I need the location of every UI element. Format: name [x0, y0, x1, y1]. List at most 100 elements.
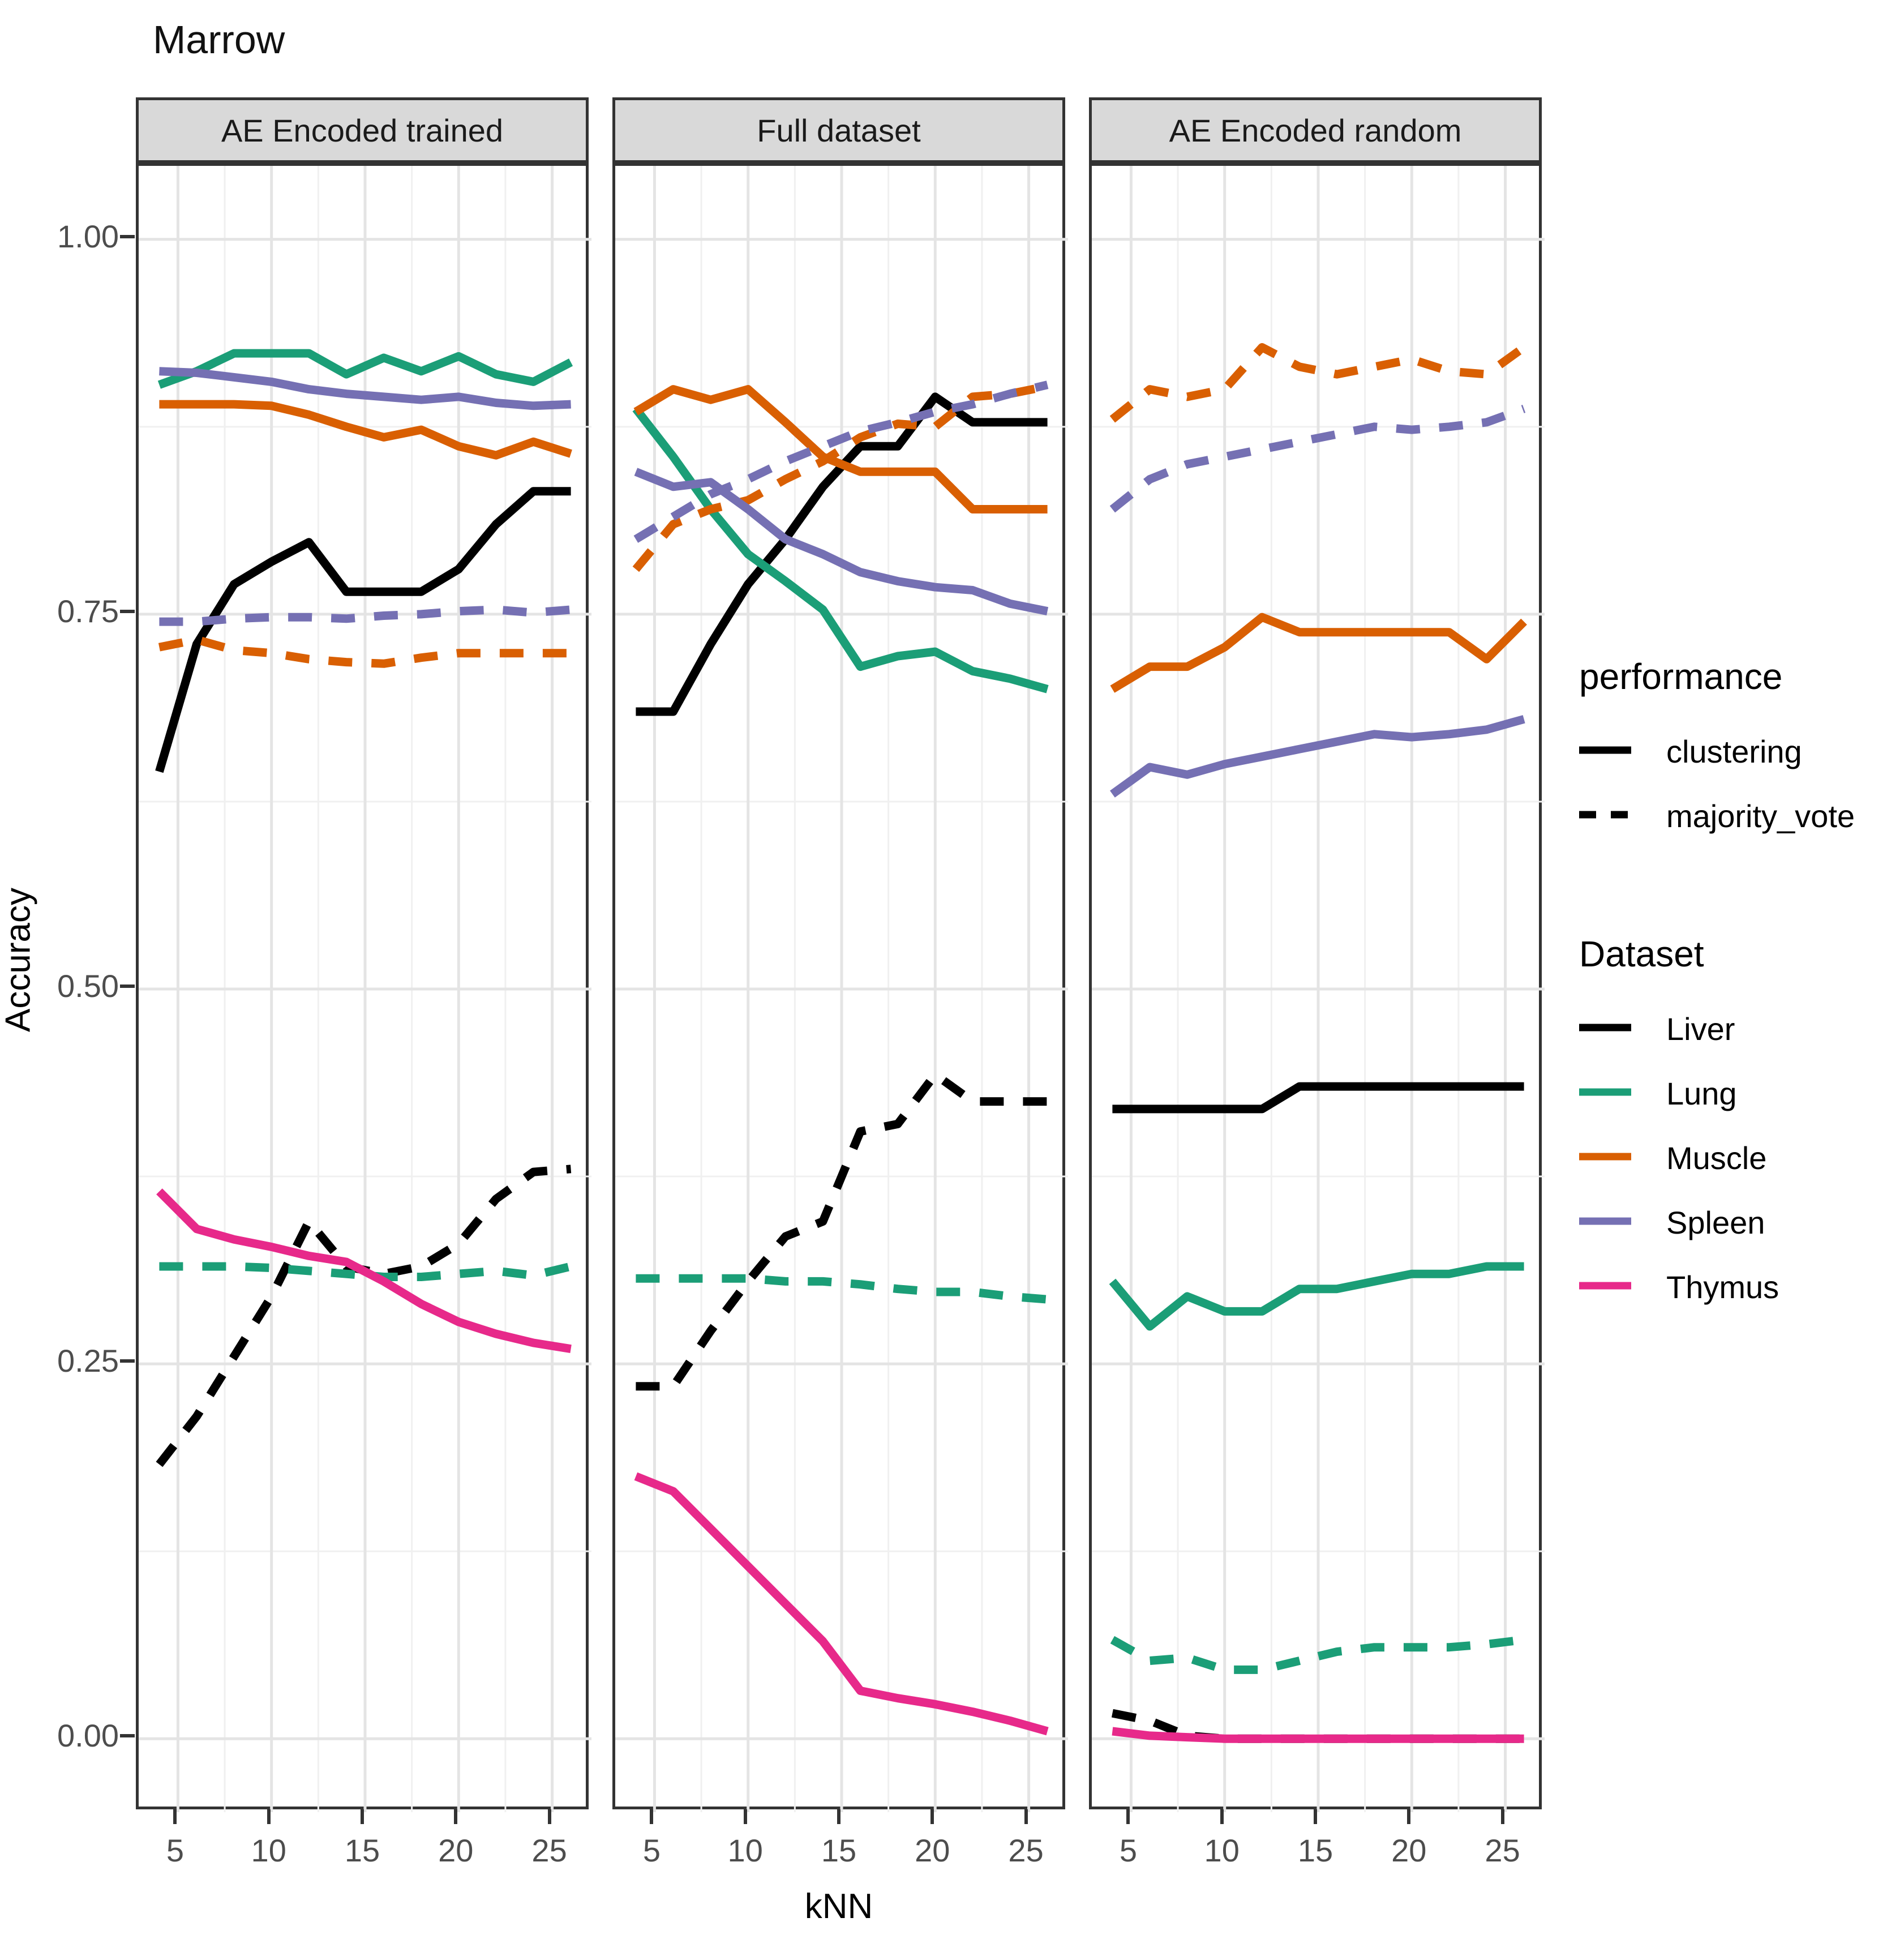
- facet-strip-label: AE Encoded trained: [136, 97, 589, 163]
- line-lung-clustering: [632, 406, 1049, 694]
- legend-solid-line-icon: [1579, 1282, 1631, 1289]
- line-thymus-clustering: [1112, 1727, 1524, 1743]
- plot-area: [612, 163, 1068, 1812]
- legend-item-muscle: Muscle: [1579, 1125, 1855, 1190]
- line-liver-majority_vote: [636, 1070, 1048, 1391]
- y-tick-mark: [120, 1359, 135, 1363]
- x-tick-label: 5: [642, 1833, 661, 1868]
- x-tick-mark: [837, 1809, 840, 1824]
- legend-item-clustering-label: clustering: [1666, 733, 1802, 769]
- legend-item-lung: Lung: [1579, 1061, 1855, 1125]
- line-liver-clustering: [1112, 1082, 1524, 1114]
- x-tick-label: 5: [166, 1833, 184, 1868]
- legend-solid-line-icon: [1579, 746, 1631, 754]
- y-axis-title: Accuracy: [0, 888, 38, 1032]
- x-tick-label: 15: [821, 1833, 857, 1868]
- line-muscle-majority_vote: [158, 635, 571, 668]
- x-tick-label: 5: [1119, 1833, 1137, 1868]
- legend-item-muscle-label: Muscle: [1666, 1140, 1767, 1176]
- line-lung-clustering: [157, 349, 573, 389]
- legend-item-spleen: Spleen: [1579, 1190, 1855, 1255]
- legend-item-majority_vote-label: majority_vote: [1666, 798, 1855, 834]
- legend-solid-line-icon: [1579, 1153, 1631, 1160]
- line-liver-clustering: [155, 487, 571, 773]
- y-tick-label: 0.00: [57, 1718, 119, 1754]
- plot-svg: [139, 166, 591, 1812]
- y-tick-mark: [120, 609, 135, 613]
- line-thymus-clustering: [634, 1472, 1049, 1736]
- x-tick-label: 25: [1008, 1833, 1044, 1868]
- x-tick-label: 20: [1391, 1833, 1427, 1868]
- x-tick-label: 20: [438, 1833, 474, 1868]
- legend-item-clustering: clustering: [1579, 719, 1855, 784]
- legend-gap: [1579, 848, 1855, 933]
- line-lung-clustering: [1109, 1262, 1524, 1331]
- legend-item-liver-label: Liver: [1666, 1011, 1735, 1047]
- line-muscle-clustering: [633, 385, 1048, 513]
- line-spleen-majority_vote: [633, 380, 1049, 543]
- line-muscle-majority_vote: [632, 382, 1049, 572]
- x-tick-label: 25: [531, 1833, 567, 1868]
- x-tick-mark: [1024, 1809, 1028, 1824]
- y-tick-mark: [120, 1734, 135, 1738]
- x-tick-label: 10: [251, 1833, 286, 1868]
- x-tick-mark: [1500, 1809, 1504, 1824]
- x-tick-label: 10: [727, 1833, 763, 1868]
- y-tick-label: 1.00: [57, 218, 119, 254]
- legend-dataset-title: Dataset: [1579, 934, 1704, 974]
- legend-item-majority_vote-swatch: [1579, 810, 1631, 822]
- legend-item-liver: Liver: [1579, 996, 1855, 1061]
- facet-strip-label: AE Encoded random: [1089, 97, 1542, 163]
- line-spleen-clustering: [1110, 715, 1525, 798]
- legend-item-lung-swatch: [1579, 1088, 1631, 1099]
- legend-item-liver-swatch: [1579, 1023, 1631, 1035]
- x-tick-mark: [1407, 1809, 1411, 1824]
- legend-dataset-items: Liver Lung Muscle Spleen Thymus: [1579, 996, 1855, 1319]
- x-tick-mark: [743, 1809, 747, 1824]
- legend-item-muscle-swatch: [1579, 1152, 1631, 1164]
- legend-item-thymus: Thymus: [1579, 1255, 1855, 1319]
- legend-item-spleen-swatch: [1579, 1217, 1631, 1229]
- y-tick-mark: [120, 985, 135, 988]
- x-tick-label: 15: [1297, 1833, 1333, 1868]
- line-muscle-clustering: [159, 400, 572, 460]
- legend-item-clustering-swatch: [1579, 746, 1631, 757]
- plot-area: [1089, 163, 1545, 1812]
- x-tick-label: 25: [1485, 1833, 1520, 1868]
- legend-item-lung-label: Lung: [1666, 1075, 1737, 1111]
- line-thymus-clustering: [156, 1188, 572, 1354]
- legend-solid-line-icon: [1579, 1024, 1631, 1031]
- line-spleen-clustering: [159, 367, 571, 410]
- line-muscle-clustering: [1110, 613, 1527, 693]
- x-tick-label: 15: [344, 1833, 380, 1868]
- y-tick-label: 0.75: [57, 593, 119, 629]
- chart-title: Marrow: [153, 18, 285, 62]
- x-tick-mark: [930, 1809, 934, 1824]
- x-tick-label: 10: [1204, 1833, 1240, 1868]
- x-axis-title: kNN: [804, 1887, 873, 1926]
- legend-dashed-line-icon: [1579, 811, 1631, 818]
- x-tick-mark: [267, 1809, 271, 1824]
- legend-solid-line-icon: [1579, 1217, 1631, 1225]
- x-tick-mark: [1126, 1809, 1130, 1824]
- y-tick-mark: [120, 234, 135, 238]
- legend: performance clustering majority_vote Data…: [1579, 656, 1855, 1319]
- x-tick-mark: [454, 1809, 458, 1824]
- plot-area: [136, 163, 591, 1812]
- legend-solid-line-icon: [1579, 1088, 1631, 1095]
- facet-strip-label: Full dataset: [612, 97, 1065, 163]
- y-tick-label: 0.25: [57, 1343, 119, 1379]
- x-tick-label: 20: [915, 1833, 950, 1868]
- legend-item-thymus-label: Thymus: [1666, 1269, 1779, 1305]
- x-tick-mark: [1314, 1809, 1317, 1824]
- x-tick-mark: [650, 1809, 654, 1824]
- line-lung-majority_vote: [1110, 1635, 1525, 1674]
- x-tick-mark: [547, 1809, 551, 1824]
- x-tick-mark: [1220, 1809, 1224, 1824]
- line-spleen-clustering: [634, 468, 1049, 615]
- x-tick-mark: [173, 1809, 177, 1824]
- plot-svg: [1092, 166, 1545, 1812]
- y-tick-label: 0.50: [57, 968, 119, 1004]
- legend-performance-items: clustering majority_vote: [1579, 719, 1855, 848]
- line-spleen-majority_vote: [1109, 404, 1526, 513]
